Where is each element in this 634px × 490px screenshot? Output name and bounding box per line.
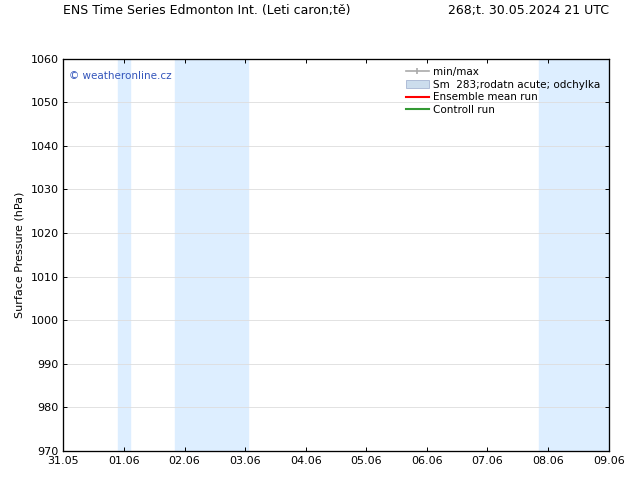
Text: 268;t. 30.05.2024 21 UTC: 268;t. 30.05.2024 21 UTC	[448, 4, 609, 17]
Text: © weatheronline.cz: © weatheronline.cz	[69, 71, 171, 80]
Legend: min/max, Sm  283;rodatn acute; odchylka, Ensemble mean run, Controll run: min/max, Sm 283;rodatn acute; odchylka, …	[403, 64, 604, 118]
Text: ENS Time Series Edmonton Int. (Leti caron;tě): ENS Time Series Edmonton Int. (Leti caro…	[63, 4, 351, 17]
Bar	[118, 59, 130, 451]
Bar	[176, 59, 248, 451]
Bar	[539, 59, 612, 451]
Bar	[633, 59, 634, 451]
Y-axis label: Surface Pressure (hPa): Surface Pressure (hPa)	[15, 192, 25, 318]
